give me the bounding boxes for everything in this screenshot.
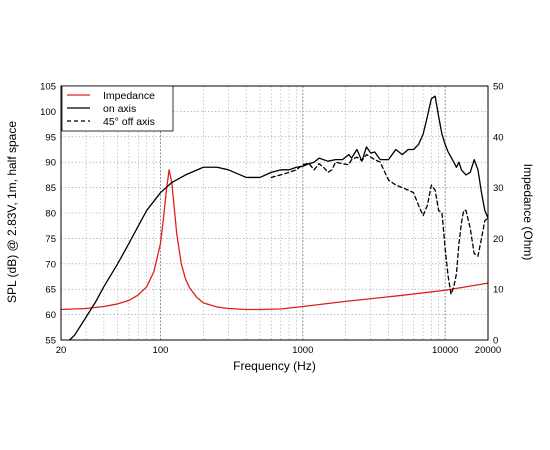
x-tick-label: 20000: [475, 345, 501, 356]
y-left-tick-label: 95: [45, 132, 56, 143]
y-left-tick-label: 65: [45, 285, 56, 296]
y-right-tick-label: 50: [493, 82, 504, 93]
series-line-on-axis: [68, 95, 489, 341]
x-tick-label: 20: [56, 345, 67, 356]
y-left-tick-label: 85: [45, 183, 56, 194]
x-tick-label: 1000: [292, 345, 313, 356]
y-left-tick-label: 80: [45, 209, 56, 220]
series-line-45-off-axis: [270, 153, 489, 295]
legend-label-off-axis: 45° off axis: [103, 116, 155, 128]
x-axis-label: Frequency (Hz): [233, 359, 316, 373]
y-right-tick-label: 40: [493, 132, 504, 143]
curves: [60, 95, 489, 341]
y-left-tick-label: 90: [45, 158, 56, 169]
y-left-tick-label: 105: [40, 82, 56, 93]
grid: [61, 86, 488, 340]
y-left-tick-label: 70: [45, 259, 56, 270]
legend: Impedance on axis 45° off axis: [61, 85, 174, 132]
y-axis-label-right: Impedance (Ohm): [521, 164, 535, 261]
y-right-tick-label: 10: [493, 285, 504, 296]
x-tick-label: 100: [153, 345, 169, 356]
y-left-tick-label: 75: [45, 234, 56, 245]
legend-label-impedance: Impedance: [103, 90, 155, 102]
y-right-tick-label: 30: [493, 183, 504, 194]
y-left-tick-label: 60: [45, 310, 56, 321]
plot-frame: [60, 85, 489, 341]
x-tick-label: 10000: [432, 345, 458, 356]
tick-labels: 55 60 65 70 75 80 85 90 95 100 105 0 10 20 30 40 50 20 100…: [40, 82, 503, 357]
legend-label-on-axis: on axis: [103, 103, 136, 115]
y-left-tick-label: 100: [40, 107, 56, 118]
y-right-tick-label: 0: [493, 336, 498, 347]
y-left-tick-label: 55: [45, 336, 56, 347]
y-axis-label-left: SPL (dB) @ 2.83V, 1m, half space: [5, 121, 19, 303]
series-line-impedance: [60, 169, 489, 311]
y-right-tick-label: 20: [493, 234, 504, 245]
